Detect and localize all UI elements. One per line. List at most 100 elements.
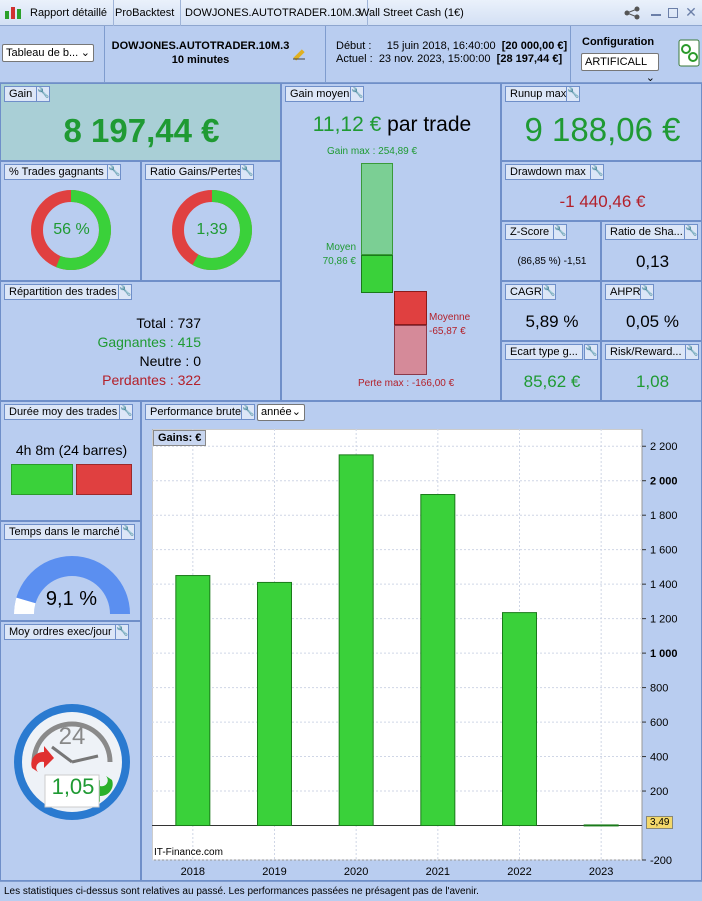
watermark: IT-Finance.com (154, 847, 223, 858)
wrench-icon[interactable]: 🔧 (584, 344, 598, 360)
cagr-panel: CAGR 🔧 5,89 % (501, 281, 601, 341)
gain-moyen-value: 11,12 € par trade (312, 113, 472, 136)
trades-gagnants-panel: % Trades gagnants 🔧 56 % (0, 161, 141, 281)
wrench-icon[interactable]: 🔧 (241, 404, 255, 420)
y-tick-label: 1 800 (650, 510, 678, 522)
maximize-icon[interactable] (668, 8, 678, 18)
wrench-icon[interactable]: 🔧 (590, 164, 604, 180)
duree-panel: Durée moy des trades 🔧 4h 8m (24 barres) (0, 401, 141, 521)
trades-gagnants-title: % Trades gagnants (4, 164, 109, 180)
total-trades: Total : 737 (136, 315, 201, 331)
ordres-title: Moy ordres exec/jour (4, 624, 117, 640)
risk-panel: Risk/Reward... 🔧 1,08 (601, 341, 702, 401)
trades-gagnants-donut (31, 190, 111, 270)
wrench-icon[interactable]: 🔧 (107, 164, 121, 180)
bar-2018 (175, 575, 211, 827)
ratio-panel: Ratio Gains/Pertes 🔧 1,39 (141, 161, 281, 281)
risk-title: Risk/Reward... (605, 344, 687, 360)
runup-value: 9 188,06 € (524, 111, 681, 148)
ratio-donut (172, 190, 252, 270)
sharpe-panel: Ratio de Sha... 🔧 0,13 (601, 221, 702, 281)
ratio-value: 1,39 (196, 221, 228, 238)
chevron-down-icon: ⌄ (645, 72, 655, 84)
share-icon[interactable] (624, 6, 640, 20)
loss-average-bar (394, 291, 427, 325)
duree-title: Durée moy des trades (4, 404, 123, 420)
wrench-icon[interactable]: 🔧 (640, 284, 654, 300)
y-tick-label: 1 200 (650, 614, 678, 626)
x-tick-label: 2021 (426, 866, 450, 878)
runup-panel: Runup max 🔧 9 188,06 € (501, 83, 702, 161)
tab-system[interactable]: DOWJONES.AUTOTRADER.10M.3 (179, 0, 368, 26)
perf-panel: Performance brute 🔧 année ⌄ 2018 2019 2020 2… (141, 401, 702, 881)
gain-max-label: Gain max : 254,89 € (327, 146, 418, 157)
report-icon (4, 5, 22, 21)
wrench-icon[interactable]: 🔧 (118, 284, 132, 300)
wrench-icon[interactable]: 🔧 (566, 86, 580, 102)
wrench-icon[interactable]: 🔧 (542, 284, 556, 300)
ahpr-value: 0,05 % (626, 312, 679, 331)
drawdown-value: -1 440,46 € (559, 192, 646, 211)
wrench-icon[interactable]: 🔧 (350, 86, 364, 102)
y-tick-label: -200 (650, 855, 672, 867)
wrench-icon[interactable]: 🔧 (684, 224, 698, 240)
x-tick-label: 2023 (589, 866, 613, 878)
moyen-label: Moyen 70,86 € (322, 242, 356, 267)
duree-win-bar (11, 464, 73, 495)
wrench-icon[interactable]: 🔧 (115, 624, 129, 640)
repartition-title: Répartition des trades (4, 284, 122, 300)
drawdown-title: Drawdown max (505, 164, 591, 180)
zscore-title: Z-Score (505, 224, 555, 240)
wrench-icon[interactable]: 🔧 (36, 86, 50, 102)
wrench-icon[interactable]: 🔧 (119, 404, 133, 420)
footer-disclaimer: Les statistiques ci-dessus sont relative… (0, 881, 702, 900)
gain-panel: Gain 🔧 8 197,44 € (0, 83, 281, 161)
ecart-panel: Ecart type g... 🔧 85,62 € (501, 341, 601, 401)
moyenne-label: Moyenne -65,87 € (429, 312, 471, 337)
gain-moyen-panel: Gain moyen 🔧 11,12 € par trade Gain max … (281, 83, 501, 401)
cagr-value: 5,89 % (525, 312, 579, 331)
trades-gagnants-value: 56 % (53, 221, 90, 238)
gain-average-bar (361, 255, 393, 293)
minimize-icon[interactable] (651, 14, 661, 16)
perdantes-trades: Perdantes : 322 (102, 372, 201, 388)
x-tick-label: 2022 (507, 866, 531, 878)
ecart-value: 85,62 € (523, 372, 581, 391)
neutre-trades: Neutre : 0 (139, 353, 201, 369)
y-tick-label: 200 (650, 786, 668, 798)
perf-title: Performance brute (145, 404, 247, 420)
temps-gauge (14, 556, 130, 614)
temps-panel: Temps dans le marché 🔧 9,1 % (0, 521, 141, 621)
duree-loss-bar (76, 464, 132, 495)
risk-value: 1,08 (635, 372, 670, 391)
gain-moyen-title: Gain moyen (285, 86, 355, 102)
gain-title: Gain (4, 86, 38, 102)
chevron-down-icon: ⌄ (291, 406, 301, 418)
y-tick-label: 1 400 (650, 579, 678, 591)
wrench-icon[interactable]: 🔧 (685, 344, 699, 360)
tab-instrument[interactable]: Wall Street Cash (1€) (359, 7, 464, 19)
zscore-value: (86,85 %) -1,51 (517, 256, 587, 267)
config-label: Configuration (582, 36, 655, 48)
bar-2020 (338, 454, 374, 827)
config-select[interactable]: ARTIFICALL ⌄ (581, 53, 659, 84)
bar-2022 (502, 612, 537, 827)
ecart-title: Ecart type g... (505, 344, 583, 360)
chevron-down-icon: ⌄ (80, 47, 90, 59)
zscore-panel: Z-Score 🔧 (86,85 %) -1,51 (501, 221, 601, 281)
edit-icon[interactable] (290, 43, 308, 61)
repartition-list: Total : 737 Gagnantes : 415 Neutre : 0 P… (1, 314, 201, 390)
wrench-icon[interactable]: 🔧 (121, 524, 135, 540)
view-select[interactable]: Tableau de b... ⌄ (2, 44, 94, 62)
tab-rapport-detaille[interactable]: Rapport détaillé (24, 0, 115, 26)
period-select[interactable]: année ⌄ (257, 404, 305, 421)
y-tick-label: 600 (650, 717, 668, 729)
close-icon[interactable]: ✕ (685, 4, 697, 20)
tab-probacktest[interactable]: ProBacktest (109, 0, 182, 26)
bar-2021 (420, 494, 456, 827)
wrench-icon[interactable]: 🔧 (240, 164, 254, 180)
gagnantes-trades: Gagnantes : 415 (97, 334, 201, 350)
drawdown-panel: Drawdown max 🔧 -1 440,46 € (501, 161, 702, 221)
config-icon[interactable] (678, 38, 700, 68)
wrench-icon[interactable]: 🔧 (553, 224, 567, 240)
